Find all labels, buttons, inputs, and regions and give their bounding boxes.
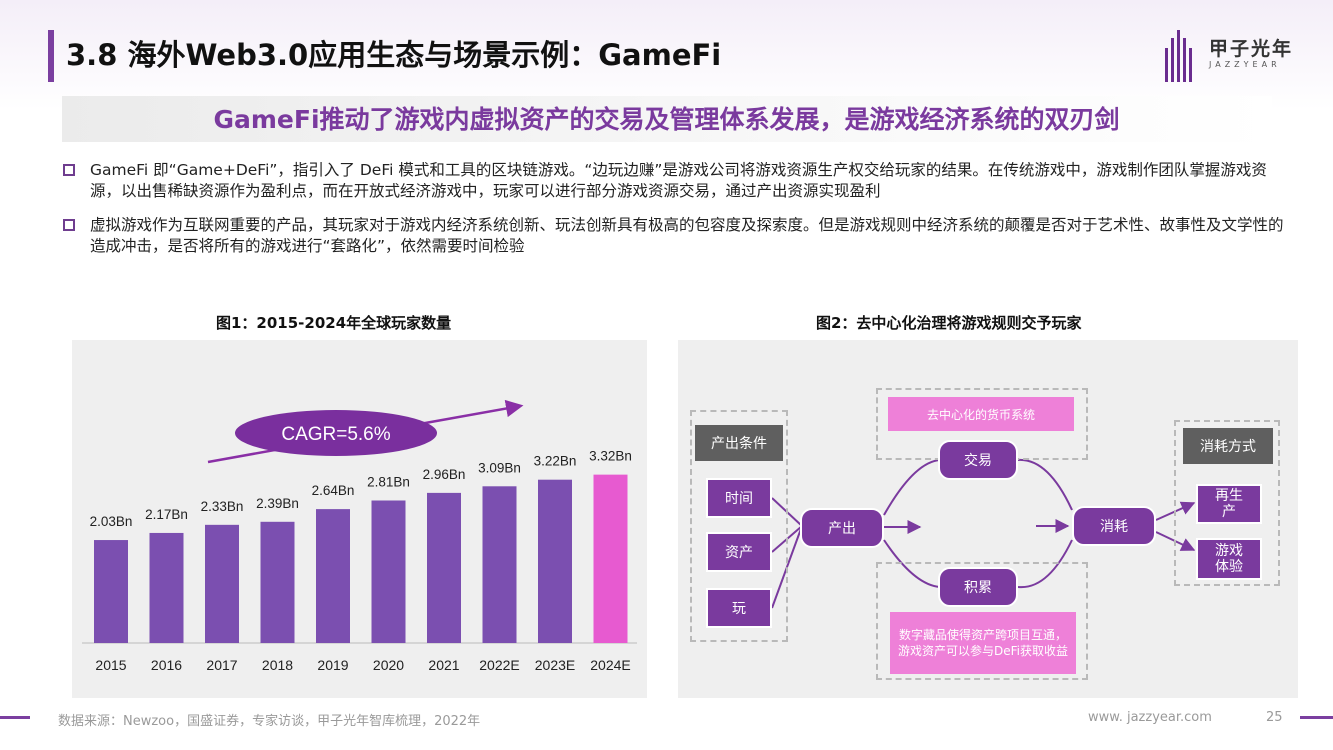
connector-accum-consume [1017, 539, 1073, 589]
tick-label-2018: 2018 [262, 657, 293, 673]
figure2-title: 图2：去中心化治理将游戏规则交予玩家 [816, 314, 1082, 332]
bar-2021 [427, 492, 461, 643]
bullet-item: GameFi 即“Game+DeFi”，指引入了 DeFi 模式和工具的区块链游… [60, 160, 1290, 201]
footer-source: 数据来源：Newzoo，国盛证券，专家访谈，甲子光年智库梳理，2022年 [58, 714, 481, 729]
jazzyear-logo: 甲子光年 JAZZYEAR [1165, 30, 1295, 86]
currency-system-box: 去中心化的货币系统 [888, 397, 1074, 431]
accumulate-node: 积累 [938, 567, 1018, 607]
subtitle-band [62, 96, 1272, 142]
title-accent-bar [48, 30, 54, 82]
bar-2018 [260, 521, 295, 643]
subtitle: GameFi推动了游戏内虚拟资产的交易及管理体系发展，是游戏经济系统的双刃剑 [213, 105, 1120, 134]
bottom-frame [876, 562, 1088, 680]
footer-accent-left [0, 716, 30, 719]
tick-label-2019: 2019 [317, 657, 348, 673]
consume-node: 消耗 [1072, 506, 1156, 546]
bar-2017 [205, 524, 239, 643]
input-asset-node: 资产 [706, 532, 772, 572]
footer-url: www. jazzyear.com [1088, 710, 1212, 725]
data-label-2016: 2.17Bn [145, 507, 188, 522]
page-number: 25 [1266, 710, 1283, 725]
input-time-node: 时间 [706, 478, 772, 518]
output-regen-node: 再生产 [1196, 484, 1262, 524]
output-group-frame [1174, 420, 1280, 586]
bar-chart: CAGR=5.6% 2.03Bn 2015 2.17Bn 2016 2.33Bn 2017 2… [82, 399, 637, 673]
footer-accent-right [1300, 716, 1333, 719]
page-title: 3.8 海外Web3.0应用生态与场景示例：GameFi [66, 38, 722, 72]
bar-2020 [371, 500, 406, 643]
logo-text-cn: 甲子光年 [1209, 38, 1294, 60]
tick-label-2020: 2020 [373, 657, 404, 673]
bar-2015 [94, 540, 128, 643]
bar-2024E [593, 474, 628, 643]
bar-2022E [482, 486, 517, 643]
tick-label-2017: 2017 [206, 657, 237, 673]
cagr-label: CAGR=5.6% [281, 424, 390, 445]
digital-collectibles-box: 数字藏品使得资产跨项目互通，游戏资产可以参与DeFi获取收益 [890, 612, 1076, 674]
connector-produce-accum [883, 539, 941, 588]
tick-label-2022E: 2022E [479, 657, 519, 673]
logo-text-en: JAZZYEAR [1209, 60, 1281, 69]
output-game-node: 游戏体验 [1196, 538, 1262, 580]
input-header: 产出条件 [695, 425, 783, 461]
square-bullet-icon [63, 164, 75, 176]
bullet-text: GameFi 即“Game+DeFi”，指引入了 DeFi 模式和工具的区块链游… [90, 161, 1267, 200]
output-header: 消耗方式 [1183, 428, 1273, 464]
input-play-node: 玩 [706, 588, 772, 628]
bullet-text: 虚拟游戏作为互联网重要的产品，其玩家对于游戏内经济系统创新、玩法创新具有极高的包… [90, 216, 1284, 255]
data-label-2020: 2.81Bn [367, 474, 410, 489]
connector-produce-trade [883, 459, 941, 516]
bullet-item: 虚拟游戏作为互联网重要的产品，其玩家对于游戏内经济系统创新、玩法创新具有极高的包… [60, 215, 1290, 256]
figure1-title: 图1：2015-2024年全球玩家数量 [216, 314, 452, 332]
tick-label-2016: 2016 [151, 657, 182, 673]
produce-node: 产出 [800, 508, 884, 548]
tick-label-2024E: 2024E [590, 657, 630, 673]
chart-panel: CAGR=5.6% 2.03Bn 2015 2.17Bn 2016 2.33Bn 2017 2… [72, 340, 647, 698]
data-label-2015: 2.03Bn [90, 514, 133, 529]
data-label-2021: 2.96Bn [423, 467, 466, 482]
trade-node: 交易 [938, 440, 1018, 480]
logo-bars-icon [1165, 30, 1197, 82]
data-label-2018: 2.39Bn [256, 496, 299, 511]
data-label-2022E: 3.09Bn [478, 460, 521, 475]
tick-label-2015: 2015 [95, 657, 126, 673]
bullet-list: GameFi 即“Game+DeFi”，指引入了 DeFi 模式和工具的区块链游… [60, 160, 1290, 270]
diagram-panel: 产出条件 时间 资产 玩 产出 去中心化的货币系统 交易 积累 数字藏品使得资产… [678, 340, 1298, 698]
square-bullet-icon [63, 219, 75, 231]
data-label-2017: 2.33Bn [201, 499, 244, 514]
bar-2016 [149, 532, 184, 643]
cagr-ellipse [235, 410, 437, 456]
bar-2023E [538, 479, 572, 643]
header-background [0, 0, 1333, 110]
bar-2019 [316, 509, 350, 643]
connector-trade-consume [1017, 458, 1073, 511]
data-label-2019: 2.64Bn [312, 483, 355, 498]
data-label-2023E: 3.22Bn [534, 454, 577, 469]
tick-label-2023E: 2023E [535, 657, 575, 673]
tick-label-2021: 2021 [428, 657, 459, 673]
data-label-2024E: 3.32Bn [589, 449, 632, 464]
input-group-frame [690, 410, 788, 642]
